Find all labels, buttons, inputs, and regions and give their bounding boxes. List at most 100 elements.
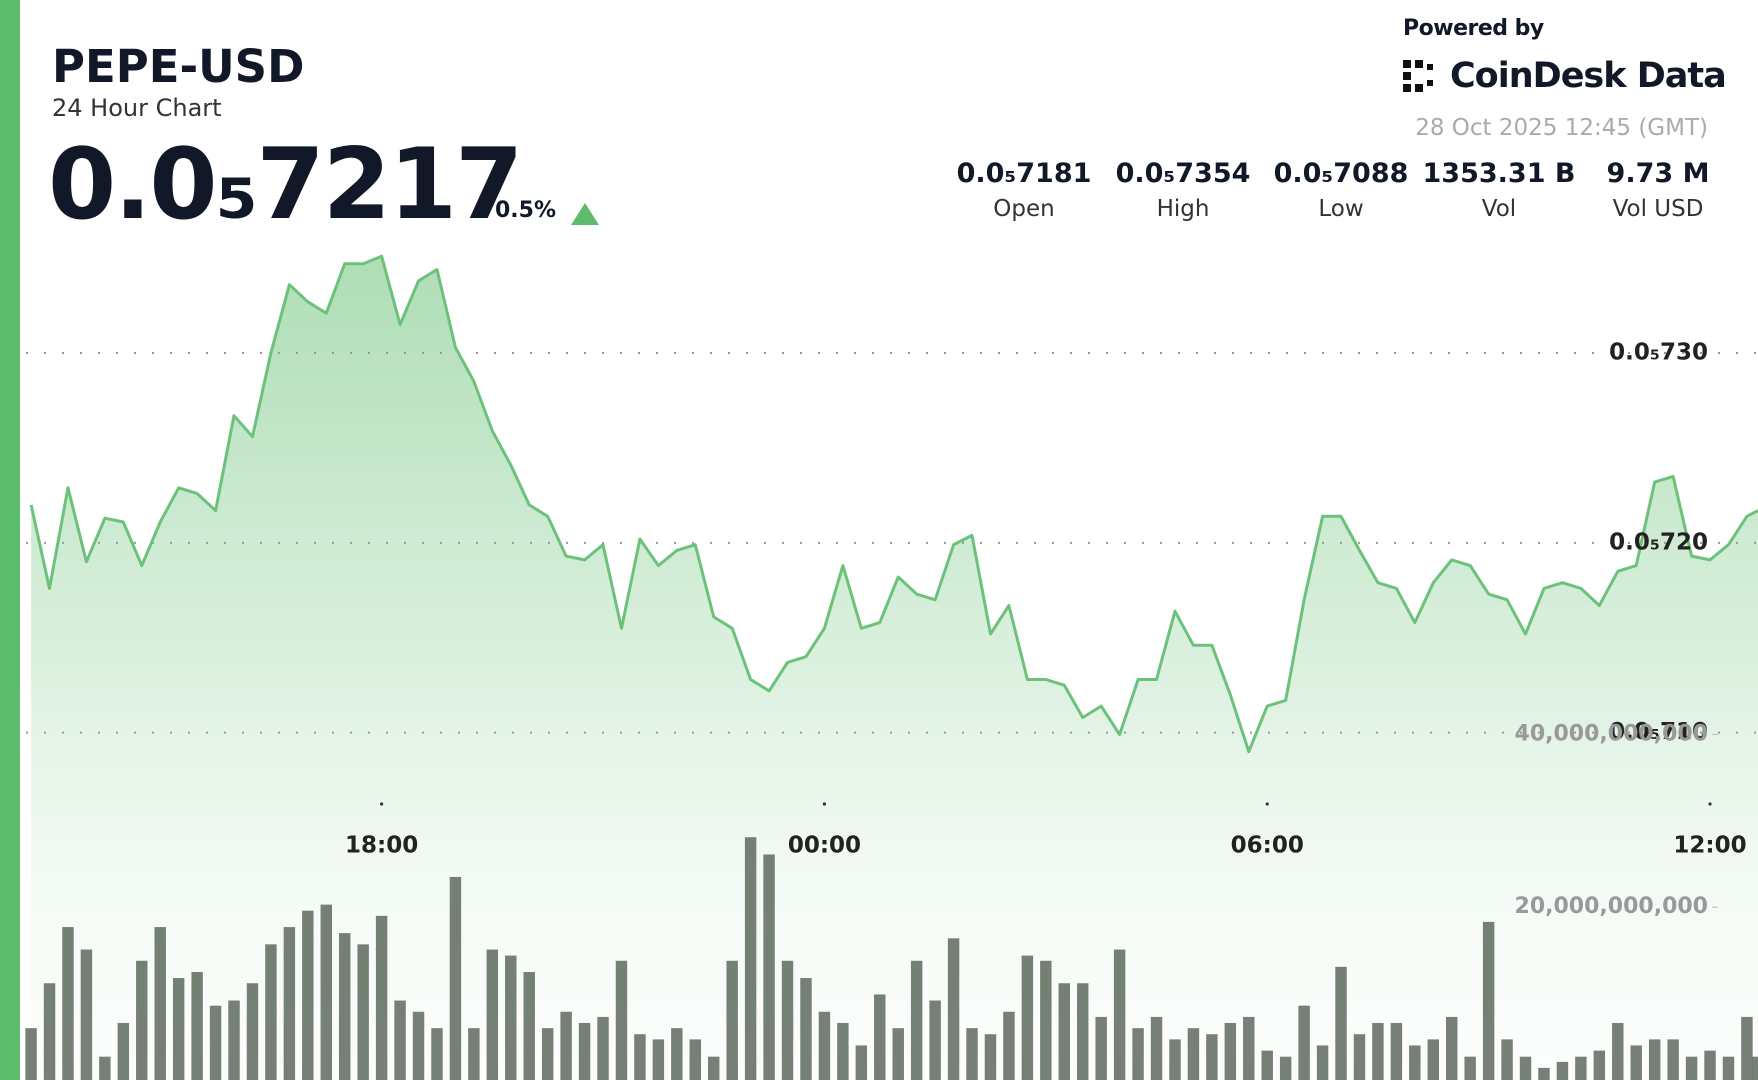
volume-bar — [689, 1039, 701, 1080]
volume-bar — [818, 1011, 831, 1080]
volume-bar — [117, 1022, 130, 1080]
volume-bar — [1741, 1016, 1753, 1080]
volume-bar — [1538, 1067, 1550, 1080]
volume-bar — [1464, 1056, 1476, 1080]
x-tick-mark — [1708, 802, 1712, 806]
volume-bar — [1298, 1005, 1310, 1080]
volume-bar — [1427, 1039, 1439, 1080]
stat-label: Open — [993, 196, 1055, 222]
volume-bar — [1722, 1056, 1735, 1080]
x-tick-mark — [822, 802, 827, 806]
stat-label: Low — [1318, 196, 1364, 222]
x-tick-label: 18:00 — [345, 833, 418, 859]
volume-bar — [1187, 1028, 1200, 1080]
volume-bar — [1752, 1056, 1758, 1080]
volume-bar — [874, 994, 886, 1080]
volume-bar — [302, 910, 314, 1080]
volume-bar — [468, 1028, 480, 1080]
volume-bar — [1575, 1056, 1587, 1080]
x-tick-mark — [380, 802, 384, 806]
volume-bar — [781, 960, 794, 1080]
volume-bar — [246, 983, 259, 1080]
x-tick-label: 06:00 — [1231, 833, 1304, 859]
volume-bar — [136, 960, 148, 1080]
volume-bar — [486, 949, 499, 1080]
volume-bar — [1316, 1045, 1329, 1080]
volume-bar — [1021, 955, 1034, 1080]
volume-bar — [1132, 1028, 1144, 1080]
brand-name: CoinDesk Data — [1450, 56, 1727, 96]
volume-bar — [763, 854, 775, 1080]
stat-label: High — [1156, 196, 1210, 222]
y2-tick-label: 20,000,000,000 — [1515, 894, 1708, 919]
volume-bar — [1261, 1050, 1273, 1080]
volume-bar — [1372, 1022, 1384, 1080]
volume-bar — [1169, 1039, 1181, 1080]
volume-bar — [1612, 1022, 1624, 1080]
stat-value: 0.0₅7088 — [1273, 158, 1409, 189]
volume-bar — [1704, 1050, 1716, 1080]
volume-bar — [541, 1028, 554, 1080]
volume-bar — [431, 1028, 443, 1080]
x-tick-label: 00:00 — [788, 833, 861, 859]
x-tick-mark — [1265, 802, 1269, 806]
volume-bar — [966, 1028, 978, 1080]
volume-bar — [1648, 1039, 1661, 1080]
price-change: 0.5% — [495, 198, 557, 223]
volume-bar — [671, 1028, 683, 1080]
volume-bar — [1446, 1016, 1458, 1080]
volume-bar — [320, 904, 332, 1080]
current-price: 0.0₅7217 — [48, 128, 523, 242]
volume-bar — [191, 972, 203, 1080]
volume-bar — [984, 1034, 997, 1080]
price-line — [29, 254, 1758, 754]
volume-bar — [1519, 1056, 1532, 1080]
volume-bar — [837, 1022, 849, 1080]
volume-bar — [708, 1056, 720, 1080]
volume-bar — [1409, 1045, 1421, 1080]
volume-bar — [615, 960, 628, 1080]
volume-bar — [1243, 1016, 1255, 1080]
volume-bar — [209, 1005, 222, 1080]
volume-bar — [394, 1000, 406, 1080]
volume-bar — [154, 927, 166, 1080]
x-tick-label: 12:00 — [1673, 833, 1746, 859]
volume-bar — [228, 1000, 240, 1080]
volume-bar — [1593, 1050, 1606, 1080]
volume-bar — [1482, 921, 1495, 1080]
volume-bar — [1003, 1011, 1015, 1080]
volume-bar — [62, 927, 74, 1080]
volume-bar — [1058, 983, 1070, 1080]
volume-bar — [505, 955, 517, 1080]
volume-bar — [578, 1022, 591, 1080]
volume-bar — [1224, 1022, 1237, 1080]
y-tick-label: 0.0₅730 — [1609, 340, 1708, 366]
accent-bar — [0, 0, 20, 1080]
volume-bar — [1630, 1045, 1642, 1080]
y-tick-label: 0.0₅710 — [1609, 719, 1708, 745]
powered-by: Powered by — [1403, 16, 1544, 41]
volume-bar — [947, 938, 960, 1080]
volume-bar — [1206, 1034, 1218, 1080]
volume-bar — [1685, 1056, 1698, 1080]
volume-bar — [634, 1034, 646, 1080]
volume-bar — [523, 972, 535, 1080]
volume-bar — [1077, 983, 1089, 1080]
stat-label: Vol — [1481, 196, 1517, 222]
up-arrow — [571, 203, 599, 225]
y2-tick-label: 40,000,000,000 — [1515, 721, 1708, 746]
stat-value: 9.73 M — [1606, 158, 1710, 189]
volume-bar — [375, 915, 388, 1080]
volume-bar — [597, 1016, 609, 1080]
volume-bar — [283, 927, 296, 1080]
volume-bar — [412, 1011, 425, 1080]
volume-bar — [1040, 960, 1052, 1080]
volume-bar — [910, 960, 923, 1080]
volume-bar — [726, 960, 738, 1080]
volume-bar — [99, 1056, 111, 1080]
volume-bar — [265, 944, 277, 1080]
volume-bar — [80, 949, 93, 1080]
volume-bar — [172, 978, 185, 1080]
volume-bar — [1556, 1061, 1569, 1080]
